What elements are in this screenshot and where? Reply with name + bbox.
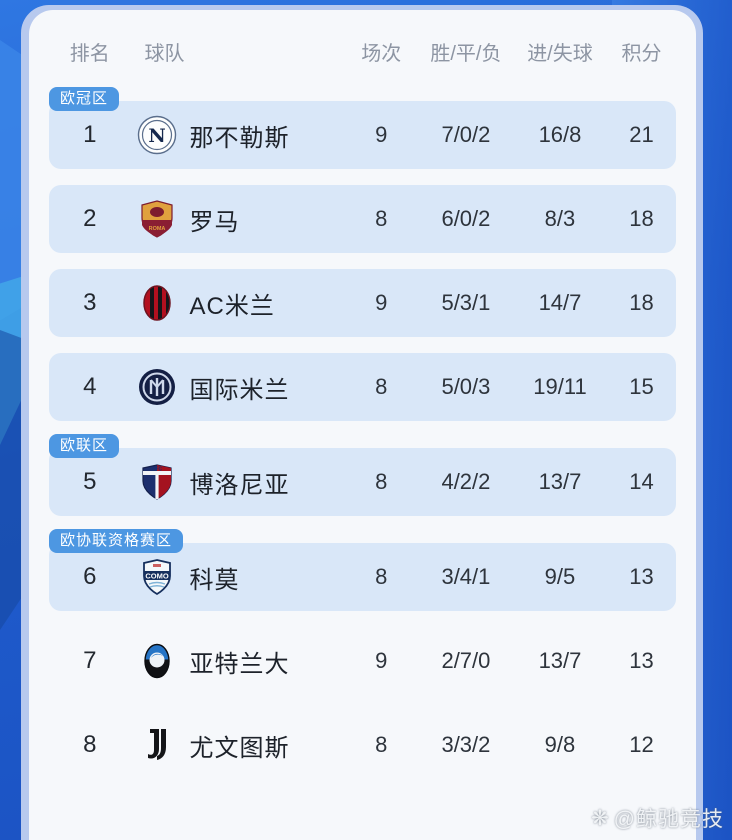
atalanta-logo-icon bbox=[137, 641, 177, 681]
wdl-cell: 5/3/1 bbox=[441, 290, 491, 315]
rank-cell: 5 bbox=[83, 468, 97, 495]
standings-card: 排名 球队 场次 胜/平/负 进/失球 积分 欧冠区 1 N 那不勒斯 9 7/… bbox=[29, 10, 696, 840]
rank-cell: 1 bbox=[83, 121, 97, 148]
team-cell: 亚特兰大 bbox=[131, 641, 344, 681]
zone-badge-conference-league: 欧协联资格赛区 bbox=[49, 529, 184, 553]
watermark-handle: @鲸驰竞技 bbox=[613, 808, 724, 831]
team-cell: N 那不勒斯 bbox=[131, 115, 344, 155]
team-cell: BFC 博洛尼亚 bbox=[131, 462, 344, 502]
points-cell: 13 bbox=[629, 648, 654, 673]
points-cell: 15 bbox=[629, 374, 654, 399]
team-name: 尤文图斯 bbox=[189, 734, 290, 762]
team-cell: 国际米兰 bbox=[131, 367, 344, 407]
zone-badge-champions-league: 欧冠区 bbox=[49, 87, 120, 111]
team-name: 罗马 bbox=[189, 208, 240, 236]
team-cell: ROMA 罗马 bbox=[131, 199, 344, 239]
goals-cell: 14/7 bbox=[538, 290, 582, 315]
watermark: ❋ @鲸驰竞技 bbox=[591, 803, 724, 833]
points-cell: 18 bbox=[629, 206, 654, 231]
header-goals: 进/失球 bbox=[527, 42, 593, 65]
points-cell: 14 bbox=[629, 469, 654, 494]
svg-text:COMO: COMO bbox=[145, 571, 168, 580]
matches-cell: 9 bbox=[375, 648, 388, 673]
team-name: 亚特兰大 bbox=[189, 650, 290, 678]
header-wdl: 胜/平/负 bbox=[430, 42, 502, 65]
table-row-ac-milan: 3 AC米兰 9 5/3/1 14/7 18 bbox=[49, 269, 676, 337]
bologna-logo-icon: BFC bbox=[137, 462, 177, 502]
team-cell: COMO 科莫 bbox=[131, 557, 344, 597]
rank-cell: 4 bbox=[83, 373, 97, 400]
matches-cell: 8 bbox=[375, 469, 388, 494]
points-cell: 21 bbox=[629, 122, 654, 147]
ac-milan-logo-icon bbox=[137, 283, 177, 323]
goals-cell: 9/5 bbox=[544, 564, 576, 589]
matches-cell: 9 bbox=[375, 290, 388, 315]
table-header-row: 排名 球队 场次 胜/平/负 进/失球 积分 bbox=[49, 28, 676, 74]
rank-cell: 8 bbox=[83, 731, 97, 758]
table-row-juventus: 8 尤文图斯 8 3/3/2 9/8 12 bbox=[49, 711, 676, 779]
table-row-como: 欧协联资格赛区 6 COMO 科莫 8 3/4/1 9/5 13 bbox=[49, 529, 676, 611]
pinwheel-icon: ❋ bbox=[591, 806, 610, 830]
matches-cell: 8 bbox=[375, 564, 388, 589]
header-matches: 场次 bbox=[361, 42, 402, 65]
goals-cell: 13/7 bbox=[538, 648, 582, 673]
roma-logo-icon: ROMA bbox=[137, 199, 177, 239]
points-cell: 12 bbox=[629, 732, 654, 757]
goals-cell: 13/7 bbox=[538, 469, 582, 494]
team-name: 那不勒斯 bbox=[189, 124, 290, 152]
zone-badge-europa-league: 欧联区 bbox=[49, 434, 120, 458]
wdl-cell: 7/0/2 bbox=[441, 122, 491, 147]
team-name: 博洛尼亚 bbox=[189, 471, 290, 499]
goals-cell: 19/11 bbox=[533, 374, 587, 399]
wdl-cell: 6/0/2 bbox=[441, 206, 491, 231]
table-row-inter: 4 国际米兰 8 5/0/3 19/11 15 bbox=[49, 353, 676, 421]
goals-cell: 8/3 bbox=[544, 206, 576, 231]
rank-cell: 2 bbox=[83, 205, 97, 232]
goals-cell: 16/8 bbox=[538, 122, 582, 147]
napoli-logo-icon: N bbox=[137, 115, 177, 155]
wdl-cell: 3/3/2 bbox=[441, 732, 491, 757]
team-cell: AC米兰 bbox=[131, 283, 344, 323]
table-row-atalanta: 7 亚特兰大 9 2/7/0 13/7 13 bbox=[49, 627, 676, 695]
team-name: AC米兰 bbox=[189, 292, 275, 320]
juventus-logo-icon bbox=[137, 725, 177, 765]
points-cell: 18 bbox=[629, 290, 654, 315]
matches-cell: 8 bbox=[375, 206, 388, 231]
matches-cell: 8 bbox=[375, 374, 388, 399]
svg-text:ROMA: ROMA bbox=[148, 226, 165, 232]
rank-cell: 7 bbox=[83, 647, 97, 674]
team-cell: 尤文图斯 bbox=[131, 725, 344, 765]
wdl-cell: 3/4/1 bbox=[441, 564, 491, 589]
table-row-napoli: 欧冠区 1 N 那不勒斯 9 7/0/2 16/8 21 bbox=[49, 87, 676, 169]
wdl-cell: 5/0/3 bbox=[441, 374, 491, 399]
header-team: 球队 bbox=[144, 42, 185, 65]
team-name: 国际米兰 bbox=[189, 376, 290, 404]
svg-text:BFC: BFC bbox=[151, 466, 162, 472]
points-cell: 13 bbox=[629, 564, 654, 589]
header-points: 积分 bbox=[621, 42, 662, 65]
inter-logo-icon bbox=[137, 367, 177, 407]
matches-cell: 8 bbox=[375, 732, 388, 757]
header-rank: 排名 bbox=[69, 42, 110, 65]
table-row-bologna: 欧联区 5 BFC 博洛尼亚 8 4/2/2 13/7 14 bbox=[49, 434, 676, 516]
goals-cell: 9/8 bbox=[544, 732, 576, 757]
rank-cell: 6 bbox=[83, 563, 97, 590]
rank-cell: 3 bbox=[83, 289, 97, 316]
svg-text:N: N bbox=[148, 125, 165, 147]
table-row-roma: 2 ROMA 罗马 8 6/0/2 8/3 18 bbox=[49, 185, 676, 253]
team-name: 科莫 bbox=[189, 566, 240, 594]
wdl-cell: 2/7/0 bbox=[441, 648, 491, 673]
wdl-cell: 4/2/2 bbox=[441, 469, 491, 494]
matches-cell: 9 bbox=[375, 122, 388, 147]
como-logo-icon: COMO bbox=[137, 557, 177, 597]
